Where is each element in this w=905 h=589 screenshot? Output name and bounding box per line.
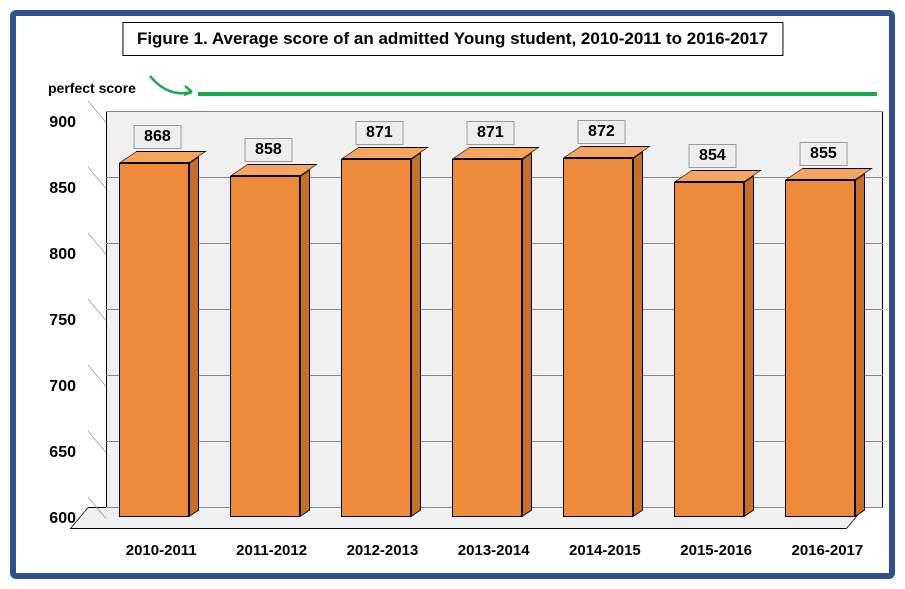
xtick-label: 2010-2011 <box>126 542 197 559</box>
perfect-score-arrow-icon <box>148 72 198 102</box>
xtick-label: 2015-2016 <box>680 542 752 559</box>
ytick-label: 900 <box>49 114 76 132</box>
bar: 871 <box>341 159 411 517</box>
bar-3d: 858 <box>230 176 300 517</box>
bar-side <box>411 153 421 517</box>
bar-front <box>785 180 855 517</box>
bar-front <box>119 163 189 517</box>
bar-side <box>189 157 199 517</box>
bar-front <box>674 182 744 517</box>
bar: 854 <box>674 182 744 517</box>
bar-value-label: 858 <box>244 138 293 162</box>
bar-value-label: 868 <box>133 125 182 149</box>
bar-side <box>855 174 865 517</box>
perfect-score-line <box>198 92 877 96</box>
chart-title: Figure 1. Average score of an admitted Y… <box>122 22 783 56</box>
bar: 872 <box>563 158 633 517</box>
xtick-label: 2013-2014 <box>458 542 530 559</box>
perfect-score-label: perfect score <box>48 80 136 96</box>
ytick-label: 650 <box>49 444 76 462</box>
xtick-label: 2012-2013 <box>347 542 419 559</box>
bar-3d: 872 <box>563 158 633 517</box>
bar: 858 <box>230 176 300 517</box>
xtick-label: 2016-2017 <box>792 542 864 559</box>
bar-front <box>230 176 300 517</box>
ytick-label: 850 <box>49 180 76 198</box>
xtick-label: 2014-2015 <box>569 542 641 559</box>
bar-3d: 854 <box>674 182 744 517</box>
bar-value-label: 871 <box>466 121 515 145</box>
bar-side <box>300 170 310 517</box>
ytick-label: 600 <box>49 510 76 528</box>
bar-front <box>341 159 411 517</box>
xaxis: 2010-2011 2011-2012 2012-2013 2013-2014 2014… <box>106 542 883 559</box>
ytick-label: 800 <box>49 246 76 264</box>
bar-3d: 871 <box>452 159 522 517</box>
bar: 871 <box>452 159 522 517</box>
bar-value-label: 872 <box>577 120 626 144</box>
ytick-label: 700 <box>49 378 76 396</box>
bar-3d: 871 <box>341 159 411 517</box>
ytick-label: 750 <box>49 312 76 330</box>
bars-layer: 868 858 871 871 872 854 855 <box>98 111 875 517</box>
bar: 868 <box>119 163 189 517</box>
bar-value-label: 854 <box>688 144 737 168</box>
bar-value-label: 871 <box>355 121 404 145</box>
bar-front <box>452 159 522 517</box>
bar: 855 <box>785 180 855 517</box>
bar-side <box>522 153 532 517</box>
bar-side <box>744 175 754 517</box>
bar-value-label: 855 <box>799 142 848 166</box>
bar-3d: 855 <box>785 180 855 517</box>
plot-area: 600650700750800850900 868858871871872854… <box>88 111 865 529</box>
bar-side <box>633 151 643 517</box>
xtick-label: 2011-2012 <box>236 542 307 559</box>
bar-front <box>563 158 633 517</box>
bar-3d: 868 <box>119 163 189 517</box>
chart-container: Figure 1. Average score of an admitted Y… <box>10 10 895 579</box>
